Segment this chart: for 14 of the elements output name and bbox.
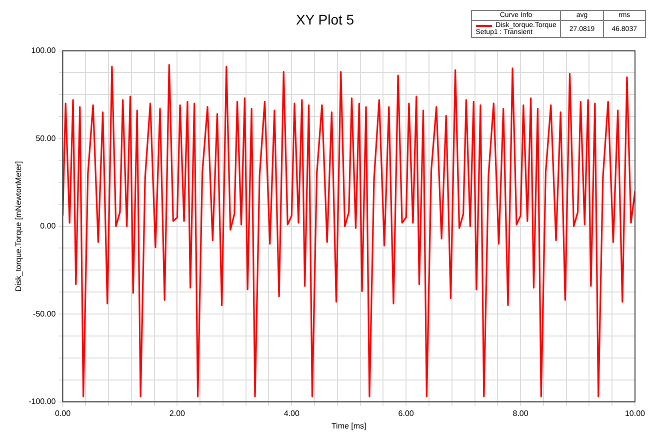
x-axis-title: Time [ms] [331, 421, 366, 430]
chart-title: XY Plot 5 [296, 11, 354, 28]
y-axis-title: Disk_torque.Torque [mNewtonMeter] [14, 161, 24, 292]
x-tick-label: 8.00 [512, 408, 529, 418]
y-tick-label: 0.00 [40, 222, 56, 231]
x-tick-label: 6.00 [398, 408, 414, 418]
y-tick-label: -100.00 [28, 397, 56, 406]
x-tick-label: 10.00 [624, 408, 646, 418]
x-tick-label: 2.00 [169, 408, 186, 418]
x-tick-label: 0.00 [54, 408, 72, 418]
y-tick-label: 100.00 [31, 46, 56, 56]
y-tick-label: 50.00 [36, 134, 56, 143]
y-tick-label: -50.00 [33, 309, 56, 318]
x-tick-label: 4.00 [284, 408, 300, 418]
